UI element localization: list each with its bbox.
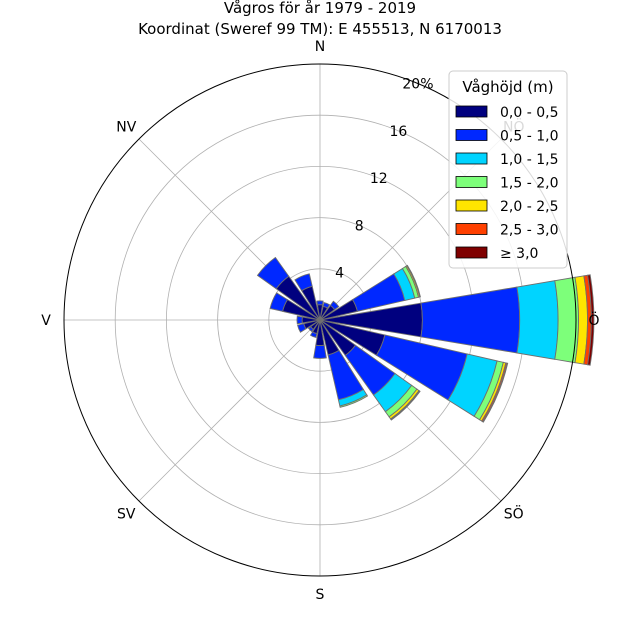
legend-swatch — [455, 223, 488, 235]
legend-label: 1,0 - 1,5 — [500, 152, 558, 168]
compass-label: Ö — [588, 311, 599, 329]
legend-title: Våghöjd (m) — [462, 78, 553, 96]
bar-segment — [256, 256, 290, 290]
radial-tick-label: 16 — [389, 124, 407, 140]
compass-label: NV — [116, 119, 136, 135]
legend-swatch — [455, 105, 488, 118]
bar-segment — [482, 362, 509, 423]
bar-segment — [516, 280, 559, 360]
legend-swatch — [455, 129, 488, 141]
bar-segment — [339, 394, 369, 408]
bar-segment — [554, 276, 579, 364]
bar-segment — [309, 331, 318, 339]
radial-tick-label: 4 — [335, 266, 344, 282]
legend-label: 0,0 - 0,5 — [500, 105, 558, 121]
bar-segment — [294, 273, 313, 292]
legend-label: 2,0 - 2,5 — [500, 199, 558, 215]
bar-segment — [297, 323, 307, 333]
radial-tick-labels: 4 8 12 16 20% — [335, 76, 433, 281]
bars-group — [256, 256, 595, 423]
chart-title: Vågros för år 1979 - 2019 — [224, 0, 416, 17]
bar-segment — [329, 300, 340, 311]
legend-swatch — [455, 199, 488, 212]
bar-segment — [322, 301, 331, 309]
legend-label: ≥ 3,0 — [500, 246, 538, 262]
legend-swatch — [455, 176, 488, 188]
bar-segment — [587, 274, 595, 366]
compass-label: N — [315, 39, 325, 55]
compass-label: V — [41, 313, 51, 329]
bar-segment — [296, 315, 303, 325]
bar-segment — [316, 300, 324, 306]
outer-frame — [63, 63, 577, 577]
bar-segment — [313, 344, 327, 359]
bar-segment — [269, 292, 289, 312]
compass-label: SÖ — [504, 505, 524, 523]
compass-label: S — [316, 587, 325, 603]
compass-label: SV — [117, 507, 136, 523]
legend: Våghöjd (m) 0,0 - 0,5 0,5 - 1,0 1,0 - 1,5 1… — [448, 70, 568, 269]
legend-label: 2,5 - 3,0 — [500, 223, 558, 239]
bar-segment — [307, 326, 314, 333]
legend-label: 0,5 - 1,0 — [500, 129, 558, 145]
radial-tick-label: 12 — [370, 171, 388, 187]
bar-segment — [390, 390, 421, 421]
outer-circle — [63, 63, 577, 577]
radial-tick-label: 8 — [355, 218, 364, 234]
legend-label: 1,5 - 2,0 — [500, 176, 558, 192]
bar-segment — [406, 264, 421, 298]
legend-box — [448, 70, 568, 269]
chart-subtitle: Koordinat (Sweref 99 TM): E 455513, N 61… — [138, 20, 502, 38]
legend-swatch — [455, 246, 488, 259]
bar-segment — [420, 286, 521, 354]
legend-swatch — [455, 152, 488, 165]
radial-tick-label: 20% — [402, 76, 433, 92]
grid-spoke — [138, 319, 321, 502]
